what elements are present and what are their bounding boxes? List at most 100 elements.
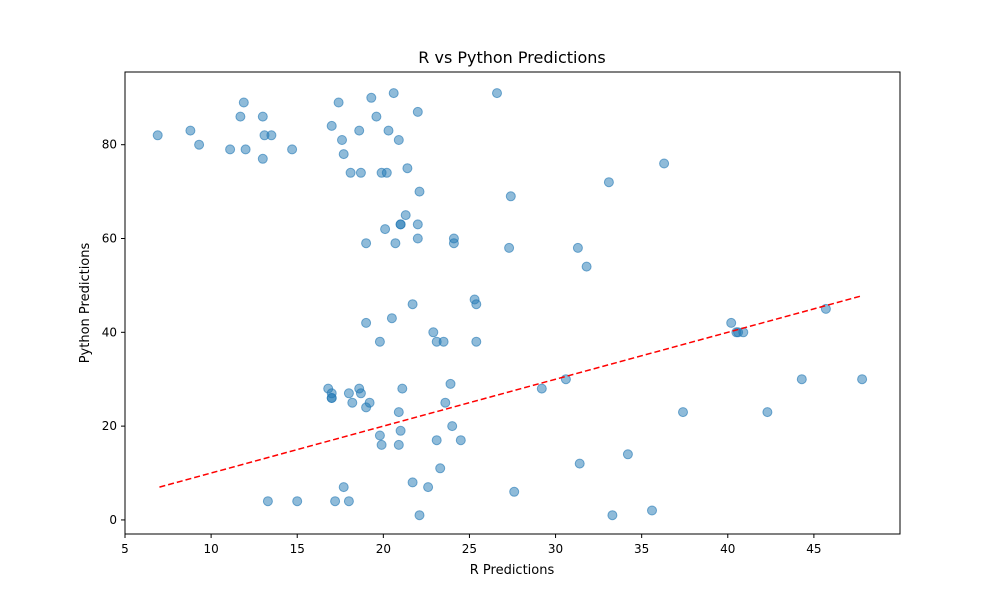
data-point: [455, 435, 466, 446]
data-point: [414, 186, 425, 197]
data-point: [152, 130, 163, 141]
x-tick-label: 45: [806, 542, 821, 556]
x-tick-label: 10: [203, 542, 218, 556]
data-point: [412, 233, 423, 244]
data-point: [361, 317, 372, 328]
data-point: [374, 430, 385, 441]
data-point: [402, 163, 413, 174]
x-tick-label: 30: [548, 542, 563, 556]
data-point: [333, 97, 344, 108]
data-point: [726, 317, 737, 328]
data-point: [345, 167, 356, 178]
data-point: [185, 125, 196, 136]
plot-frame: [124, 71, 901, 535]
y-tick-label: 0: [109, 513, 117, 527]
data-point: [386, 313, 397, 324]
data-point: [407, 477, 418, 488]
data-point: [622, 449, 633, 460]
data-point: [400, 210, 411, 221]
data-point: [390, 238, 401, 249]
data-point: [438, 336, 449, 347]
data-point: [678, 407, 688, 418]
data-point: [238, 97, 249, 108]
data-point: [504, 242, 515, 253]
data-point: [492, 88, 502, 99]
data-point: [423, 482, 434, 493]
y-tick-label: 60: [102, 232, 117, 246]
data-point: [326, 393, 337, 403]
data-point: [572, 242, 583, 253]
data-point: [857, 374, 868, 385]
data-point: [407, 299, 418, 310]
data-point: [412, 106, 423, 117]
data-point: [647, 505, 657, 516]
x-tick-label: 5: [121, 542, 129, 556]
data-point: [388, 88, 399, 99]
data-point: [796, 374, 807, 385]
data-point: [240, 144, 251, 155]
data-point: [257, 153, 268, 164]
x-tick-label: 40: [720, 542, 735, 556]
data-point: [509, 486, 520, 497]
data-point: [762, 407, 773, 418]
data-point: [431, 435, 442, 446]
data-point: [471, 336, 482, 347]
y-axis: 0 20 40 60 80: [102, 138, 125, 527]
data-point: [412, 219, 423, 230]
data-point: [338, 482, 349, 493]
data-point: [393, 135, 404, 145]
y-axis-label: Python Predictions: [78, 243, 93, 364]
data-point: [374, 336, 385, 347]
data-point: [287, 144, 298, 155]
data-point: [471, 299, 482, 310]
y-tick-label: 80: [102, 138, 117, 152]
data-point: [659, 158, 670, 169]
y-tick-label: 40: [102, 325, 117, 339]
data-point: [364, 397, 375, 408]
data-point: [262, 496, 273, 507]
data-point: [330, 496, 341, 507]
data-point: [435, 463, 446, 474]
reference-line: [159, 295, 863, 488]
data-point: [371, 111, 382, 122]
data-point: [235, 111, 246, 122]
data-point: [366, 92, 377, 103]
data-point: [581, 261, 592, 272]
data-point: [397, 383, 408, 394]
data-point: [603, 177, 614, 188]
data-point: [343, 388, 354, 399]
data-point: [445, 378, 456, 389]
data-point: [257, 111, 268, 122]
x-tick-label: 25: [462, 542, 477, 556]
data-point: [428, 327, 439, 338]
data-point: [393, 439, 404, 450]
data-point: [266, 130, 277, 141]
data-point: [326, 120, 337, 131]
data-point: [607, 510, 618, 521]
x-tick-label: 35: [634, 542, 649, 556]
data-point: [225, 144, 236, 155]
data-point: [347, 397, 358, 408]
data-point: [355, 388, 366, 399]
data-point: [381, 167, 392, 178]
data-point: [376, 439, 387, 450]
data-point: [355, 167, 366, 178]
data-point: [383, 125, 394, 136]
data-point: [395, 425, 406, 436]
data-point: [380, 224, 391, 235]
x-tick-label: 20: [376, 542, 391, 556]
data-point: [448, 238, 459, 249]
x-tick-label: 15: [290, 542, 305, 556]
data-point: [414, 510, 425, 521]
data-point: [447, 421, 458, 432]
data-point: [395, 219, 406, 230]
data-point: [505, 191, 516, 202]
chart-title: R vs Python Predictions: [418, 48, 605, 67]
data-point: [354, 125, 365, 136]
y-tick-label: 20: [102, 419, 117, 433]
x-axis-label: R Predictions: [470, 563, 555, 578]
data-point: [343, 496, 354, 507]
data-point: [574, 458, 585, 469]
data-point: [738, 327, 749, 338]
